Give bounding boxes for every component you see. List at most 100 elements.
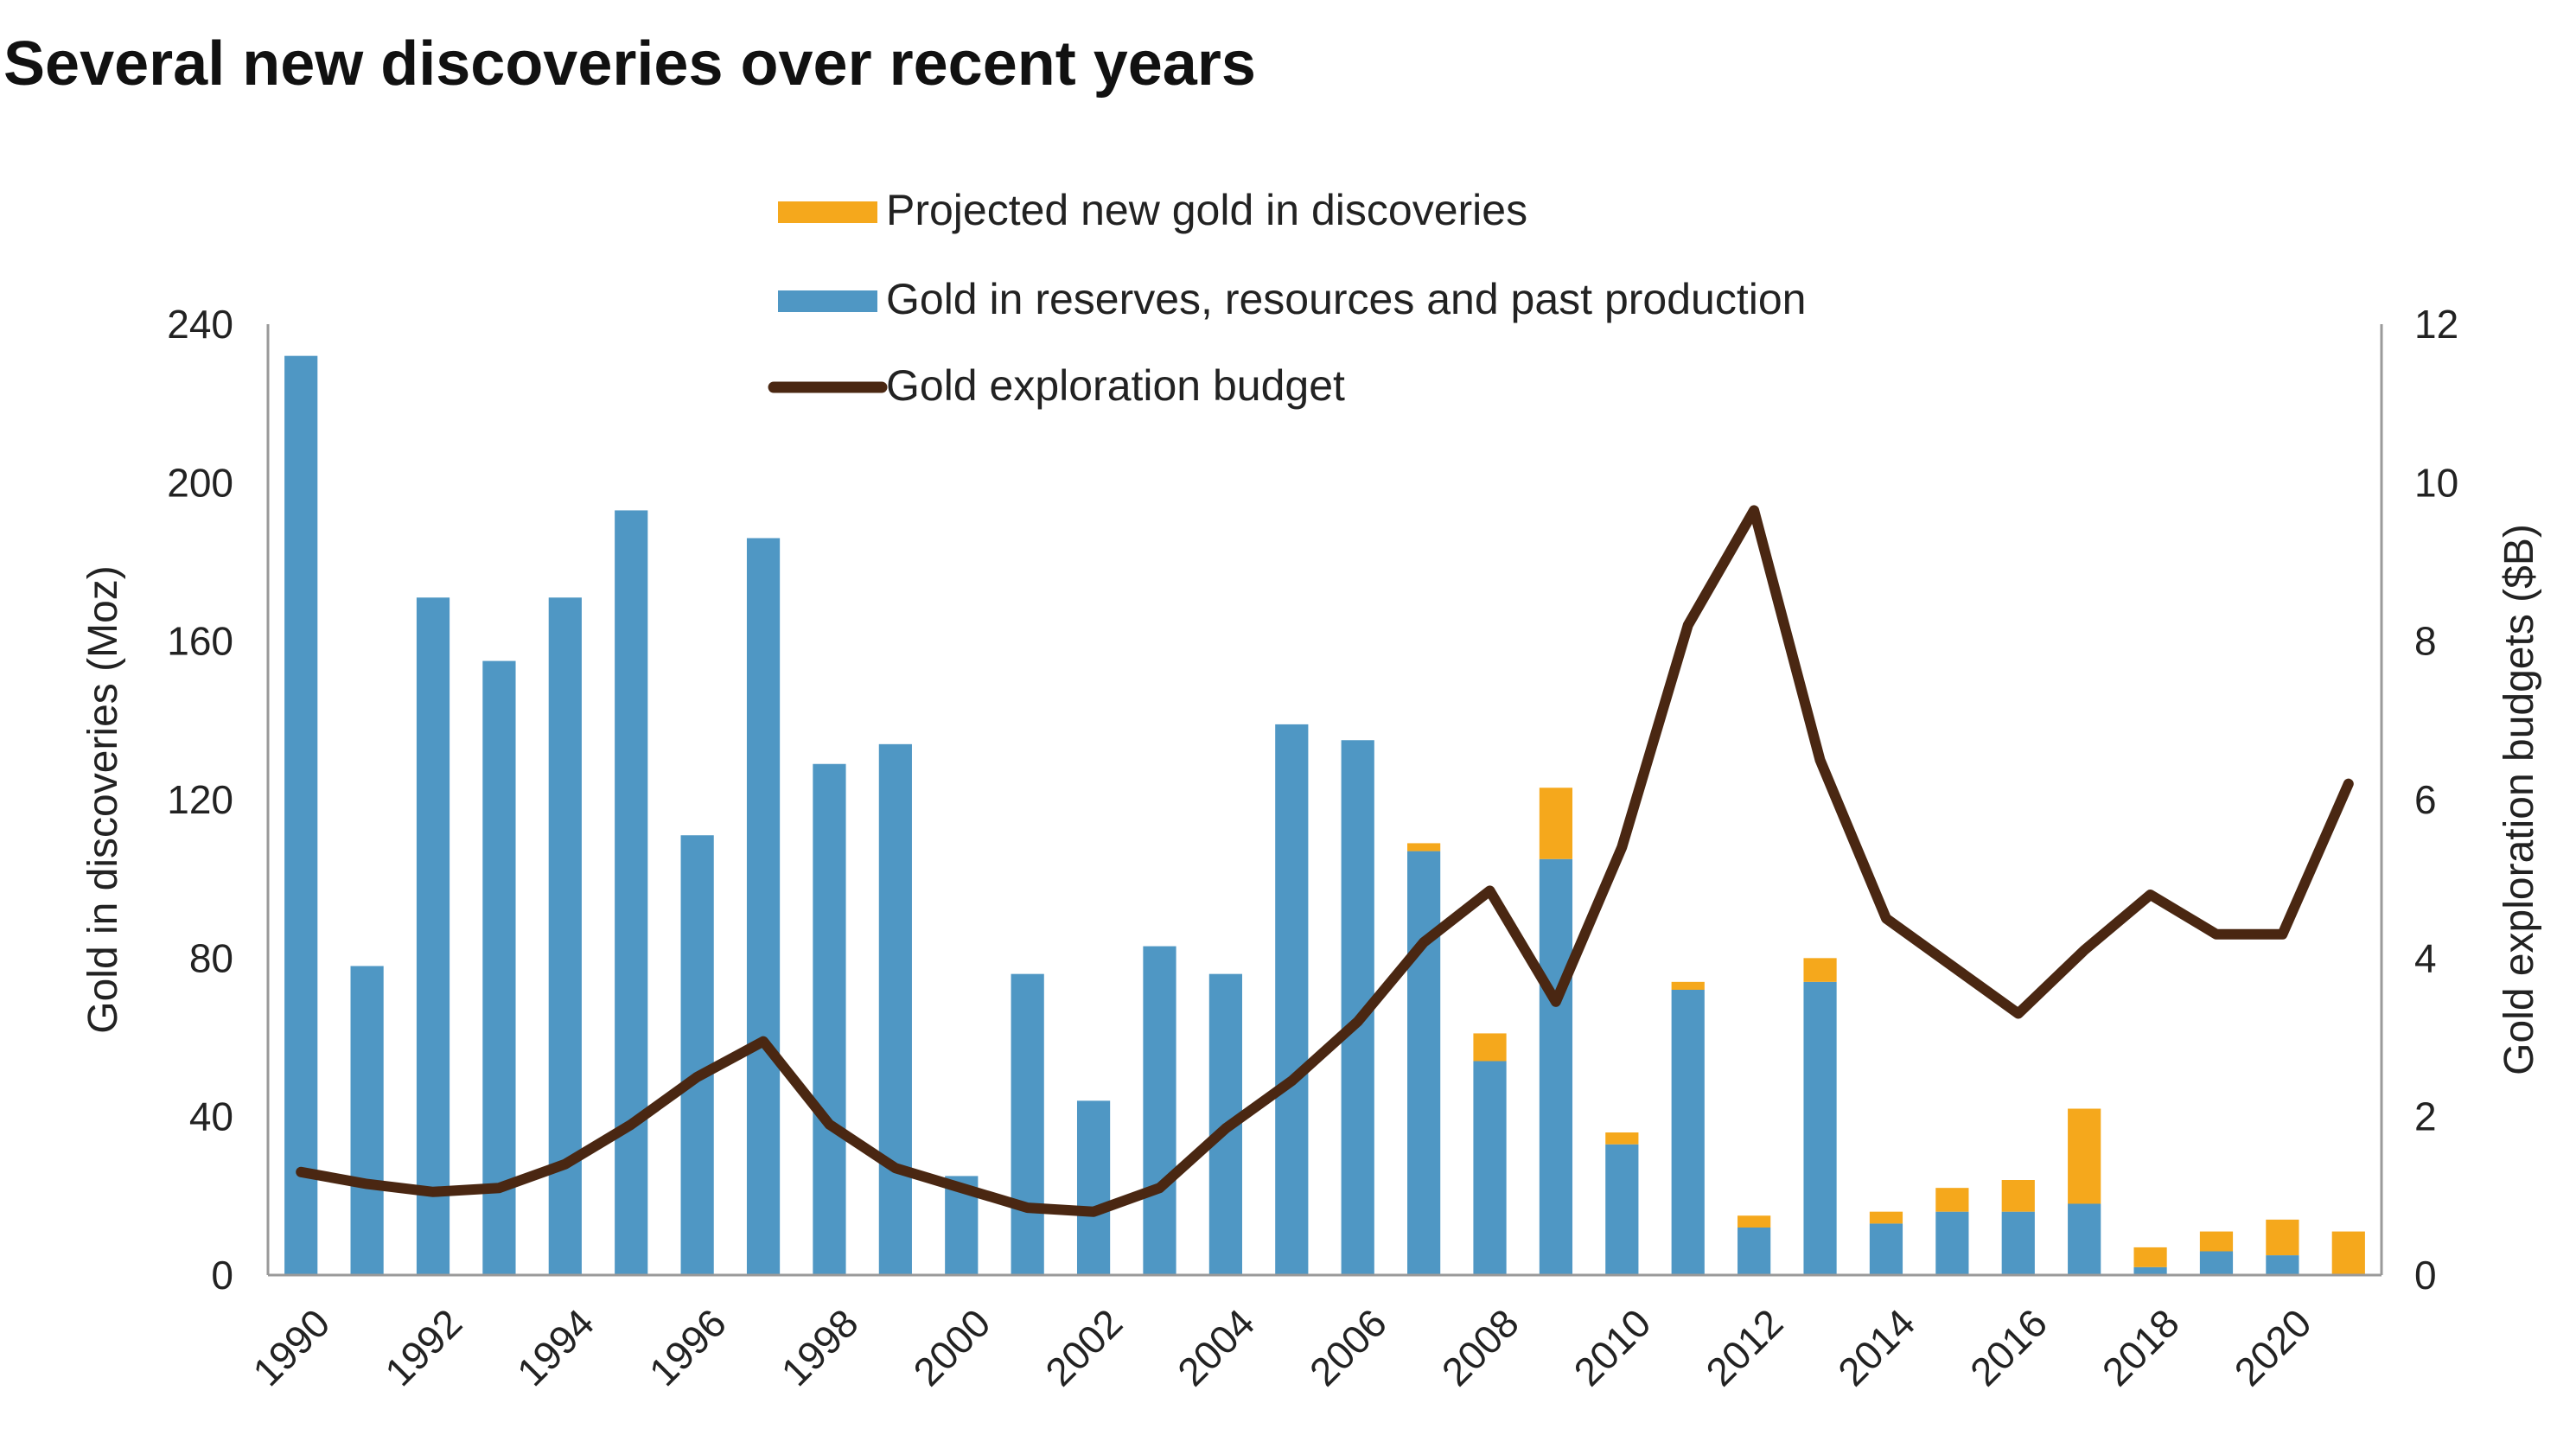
point-budget-1990: [300, 1170, 303, 1173]
point-budget-2016: [2017, 1012, 2019, 1015]
x-tick-2002: 2002: [1036, 1300, 1131, 1394]
x-tick-2012: 2012: [1697, 1300, 1791, 1394]
bar-projected-2021: [2331, 1231, 2365, 1275]
bar-reserves-2009: [1539, 858, 1573, 1275]
bar-reserves-2007: [1407, 851, 1441, 1275]
point-budget-1996: [696, 1075, 698, 1078]
bar-reserves-2001: [1011, 973, 1044, 1275]
bar-reserves-2008: [1473, 1061, 1507, 1275]
x-axis: 1990 1992 1994 1996 1998 2000 2002 2004 2006 2008…: [244, 1273, 2382, 1394]
point-budget-2020: [2281, 933, 2284, 935]
point-budget-1998: [828, 1123, 831, 1126]
bar-reserves-1998: [813, 763, 846, 1275]
right-axis: 0 2 4 6 8 10 12: [2380, 302, 2458, 1298]
bar-projected-2007: [1407, 843, 1441, 851]
x-tick-1992: 1992: [376, 1300, 470, 1394]
x-tick-2016: 2016: [1961, 1300, 2056, 1394]
x-tick-1996: 1996: [641, 1300, 735, 1394]
bar-reserves-2005: [1275, 724, 1309, 1275]
y-tick-left-80: 80: [189, 935, 233, 980]
bar-reserves-1997: [746, 538, 781, 1275]
point-budget-2008: [1489, 890, 1491, 892]
legend-label-budget: Gold exploration budget: [886, 361, 1345, 410]
y-tick-right-6: 6: [2414, 777, 2437, 822]
legend-swatch-reserves: [778, 290, 877, 312]
bar-reserves-1991: [350, 966, 384, 1275]
bar-reserves-1999: [878, 743, 912, 1275]
bar-projected-2015: [1935, 1188, 1969, 1212]
point-budget-2006: [1356, 1020, 1359, 1023]
point-budget-1994: [564, 1163, 566, 1165]
point-budget-1997: [762, 1040, 765, 1043]
budget-line-layer: [296, 505, 2354, 1217]
bars: [284, 355, 2365, 1276]
point-budget-2013: [1819, 759, 1821, 762]
bar-reserves-1995: [615, 510, 648, 1275]
bar-projected-2018: [2133, 1247, 2167, 1267]
bar-reserves-2014: [1869, 1223, 1903, 1275]
y-tick-right-12: 12: [2414, 302, 2458, 347]
x-tick-2006: 2006: [1301, 1300, 1395, 1394]
bar-projected-2013: [1803, 958, 1837, 982]
x-tick-2000: 2000: [904, 1300, 998, 1394]
bar-reserves-2019: [2199, 1251, 2234, 1275]
bar-reserves-1996: [680, 835, 714, 1275]
bar-reserves-2016: [2001, 1211, 2035, 1275]
bar-projected-2011: [1671, 981, 1705, 990]
bar-reserves-1990: [284, 355, 318, 1276]
point-budget-2001: [1026, 1207, 1029, 1209]
y-axis-label-left: Gold in discoveries (Moz): [80, 565, 126, 1034]
point-budget-1992: [432, 1190, 435, 1193]
y-tick-left-160: 160: [167, 619, 233, 664]
y-tick-right-2: 2: [2414, 1094, 2437, 1139]
bar-reserves-2015: [1935, 1211, 1969, 1275]
x-tick-1994: 1994: [508, 1300, 603, 1394]
point-budget-2021: [2347, 782, 2350, 785]
y-tick-right-4: 4: [2414, 935, 2437, 980]
x-tick-1990: 1990: [244, 1300, 338, 1394]
bar-projected-2016: [2001, 1180, 2035, 1212]
point-budget-2015: [1951, 965, 1954, 967]
point-budget-2007: [1423, 941, 1425, 943]
line-exploration-budget: [296, 505, 2354, 1217]
bar-reserves-2020: [2266, 1255, 2299, 1275]
point-budget-2000: [960, 1187, 963, 1189]
point-budget-2012: [1753, 509, 1756, 512]
y-tick-right-0: 0: [2414, 1253, 2437, 1298]
bar-projected-2008: [1473, 1033, 1507, 1062]
point-budget-2014: [1884, 917, 1887, 920]
bar-projected-2009: [1539, 788, 1573, 859]
legend-label-reserves: Gold in reserves, resources and past pro…: [886, 275, 1806, 323]
point-budget-1999: [894, 1167, 896, 1170]
x-tick-2014: 2014: [1829, 1300, 1923, 1394]
bar-projected-2014: [1869, 1211, 1903, 1224]
left-axis: 0 40 80 120 160 200 240: [167, 302, 270, 1298]
y-tick-right-10: 10: [2414, 460, 2458, 505]
bar-reserves-2013: [1803, 981, 1837, 1275]
point-budget-2009: [1554, 1000, 1557, 1003]
bar-projected-2017: [2068, 1108, 2101, 1204]
point-budget-2004: [1224, 1127, 1227, 1130]
x-tick-1998: 1998: [773, 1300, 867, 1394]
point-budget-2018: [2149, 894, 2152, 896]
bar-reserves-2017: [2068, 1203, 2101, 1275]
bar-reserves-2002: [1076, 1100, 1111, 1275]
y-tick-left-240: 240: [167, 302, 233, 347]
bar-reserves-2011: [1671, 990, 1705, 1275]
bar-reserves-2012: [1738, 1228, 1771, 1275]
x-tick-2004: 2004: [1169, 1300, 1263, 1394]
bar-projected-2020: [2266, 1219, 2299, 1256]
point-budget-2019: [2215, 933, 2217, 935]
point-budget-2003: [1158, 1187, 1161, 1189]
legend: Projected new gold in discoveries Gold i…: [768, 186, 1806, 410]
x-tick-2010: 2010: [1565, 1300, 1659, 1394]
x-tick-2008: 2008: [1433, 1300, 1527, 1394]
y-tick-right-8: 8: [2414, 619, 2437, 664]
y-tick-left-40: 40: [189, 1094, 233, 1139]
x-tick-2020: 2020: [2226, 1300, 2320, 1394]
chart-title: Several new discoveries over recent year…: [3, 29, 1256, 99]
point-budget-2017: [2083, 949, 2086, 952]
point-budget-2011: [1687, 624, 1689, 627]
point-budget-2010: [1621, 846, 1623, 848]
bar-projected-2012: [1738, 1215, 1771, 1228]
